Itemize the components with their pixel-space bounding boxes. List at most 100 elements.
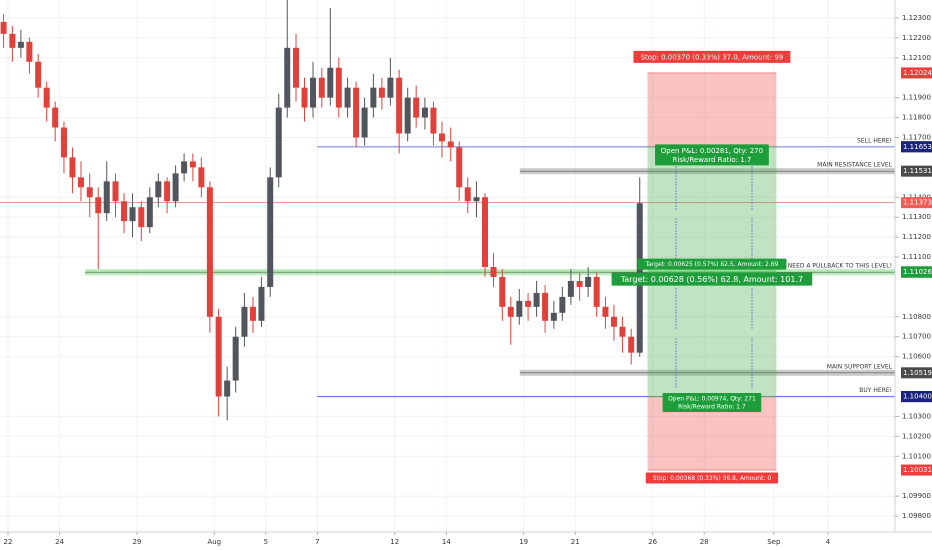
pnl-label-box [655, 144, 769, 166]
candle-body [387, 77, 394, 98]
price-badge-label: 1.11373 [903, 199, 932, 207]
y-tick-label: 1.11800 [902, 114, 931, 122]
price-badge [901, 464, 932, 476]
candle-body [103, 181, 110, 214]
candle-body [215, 316, 222, 397]
x-tick-label: 21 [571, 538, 580, 546]
candle-body [610, 316, 617, 327]
target-label-box [611, 272, 813, 286]
x-tick-label: Aug [207, 538, 221, 546]
candle-body [559, 296, 566, 313]
y-tick-label: 1.11900 [902, 94, 931, 102]
candle-body [576, 280, 583, 287]
y-tick-label: 1.12100 [902, 54, 931, 62]
y-tick-label: 1.10300 [902, 412, 931, 420]
x-tick-label: 5 [264, 538, 268, 546]
stop-label: Stop: 0.00370 (0.33%) 37.0, Amount: 99 [641, 53, 784, 61]
candle-body [464, 187, 471, 202]
target-label: Target: 0.00628 (0.56%) 62.8, Amount: 10… [620, 275, 803, 284]
level-label: MAIN RESISTANCE LEVEL [817, 162, 893, 169]
candle-body [121, 201, 128, 222]
candle-body [241, 306, 248, 337]
candle-body [206, 187, 213, 317]
stop-label-box [633, 50, 791, 63]
y-tick-label: 1.10700 [902, 333, 931, 341]
candle-body [507, 306, 514, 317]
candle-body [361, 107, 368, 138]
candle-body [189, 161, 196, 168]
price-badge-label: 1.11026 [903, 268, 932, 276]
candle-body [499, 276, 506, 307]
candle-body [198, 167, 205, 188]
candle-body [181, 161, 188, 174]
x-tick-label: 22 [4, 538, 13, 546]
price-badge [901, 141, 932, 153]
y-tick-label: 1.11100 [902, 253, 931, 261]
candle-body [9, 33, 16, 48]
x-tick-label: 19 [519, 538, 528, 546]
candle-body [413, 97, 420, 118]
candle-body [550, 312, 557, 321]
candle-body [533, 292, 540, 307]
level-label: WE NEED A PULLBACK TO THIS LEVEL! [776, 263, 892, 270]
candle-body [353, 87, 360, 138]
pnl-label-box [662, 393, 762, 413]
target-label-box [637, 258, 787, 270]
y-tick-label: 1.09800 [902, 512, 931, 520]
time-axis [0, 532, 932, 550]
candle-body [232, 336, 239, 381]
price-badge-label: 1.10519 [903, 369, 932, 377]
y-tick-label: 1.12200 [902, 34, 931, 42]
loss-zone [647, 72, 777, 147]
x-tick-label: 28 [700, 538, 709, 546]
candle-body [301, 87, 308, 108]
pnl-label: Risk/Reward Ratio: 1.7 [678, 404, 746, 411]
candle-body [69, 157, 76, 178]
price-badge [901, 197, 932, 209]
y-tick-label: 1.12300 [902, 14, 931, 22]
candle-body [310, 77, 317, 108]
tool-labels: Stop: 0.00370 (0.33%) 37.0, Amount: 99 Op… [611, 50, 813, 484]
candle-body [396, 77, 403, 134]
candle-body [525, 300, 532, 307]
position-tools [647, 72, 777, 471]
candle-body [378, 87, 385, 98]
candle-body [138, 207, 145, 228]
axis-labels: 1.12300 1.12200 1.12100 1.11900 1.11800 1.117… [4, 14, 932, 546]
candle-body [155, 181, 162, 198]
level-label: MAIN SUPPORT LEVEL [827, 363, 893, 370]
candle-body [249, 306, 256, 321]
y-tick-label: 1.11200 [902, 233, 931, 241]
candle-body [370, 87, 377, 108]
profit-zone [647, 146, 777, 273]
price-badge [901, 165, 932, 177]
price-badge [901, 367, 932, 379]
candle-body [275, 107, 282, 178]
y-tick-label: 1.11700 [902, 133, 931, 141]
candle-body [456, 147, 463, 188]
candle-body [112, 181, 119, 202]
candle-body [404, 97, 411, 134]
candle-body [318, 77, 325, 98]
x-tick-label: 4 [826, 538, 831, 546]
candle-body [224, 380, 231, 397]
profit-zone [647, 272, 777, 397]
candle-body [146, 197, 153, 228]
candle-body [516, 300, 523, 317]
candle-body [267, 177, 274, 287]
candle-body [593, 276, 600, 307]
price-badge [901, 266, 932, 278]
candles [0, 0, 643, 421]
candle-body [172, 173, 179, 202]
candle-body [258, 286, 265, 321]
candle-body [327, 67, 334, 98]
candle-body [619, 326, 626, 337]
candle-body [438, 133, 445, 142]
candle-body [628, 336, 635, 353]
x-tick-label: 26 [648, 538, 657, 546]
x-tick-label: Sep [767, 538, 781, 546]
y-tick-label: 1.09900 [902, 492, 931, 500]
candle-body [77, 177, 84, 188]
candle-body [35, 61, 42, 88]
